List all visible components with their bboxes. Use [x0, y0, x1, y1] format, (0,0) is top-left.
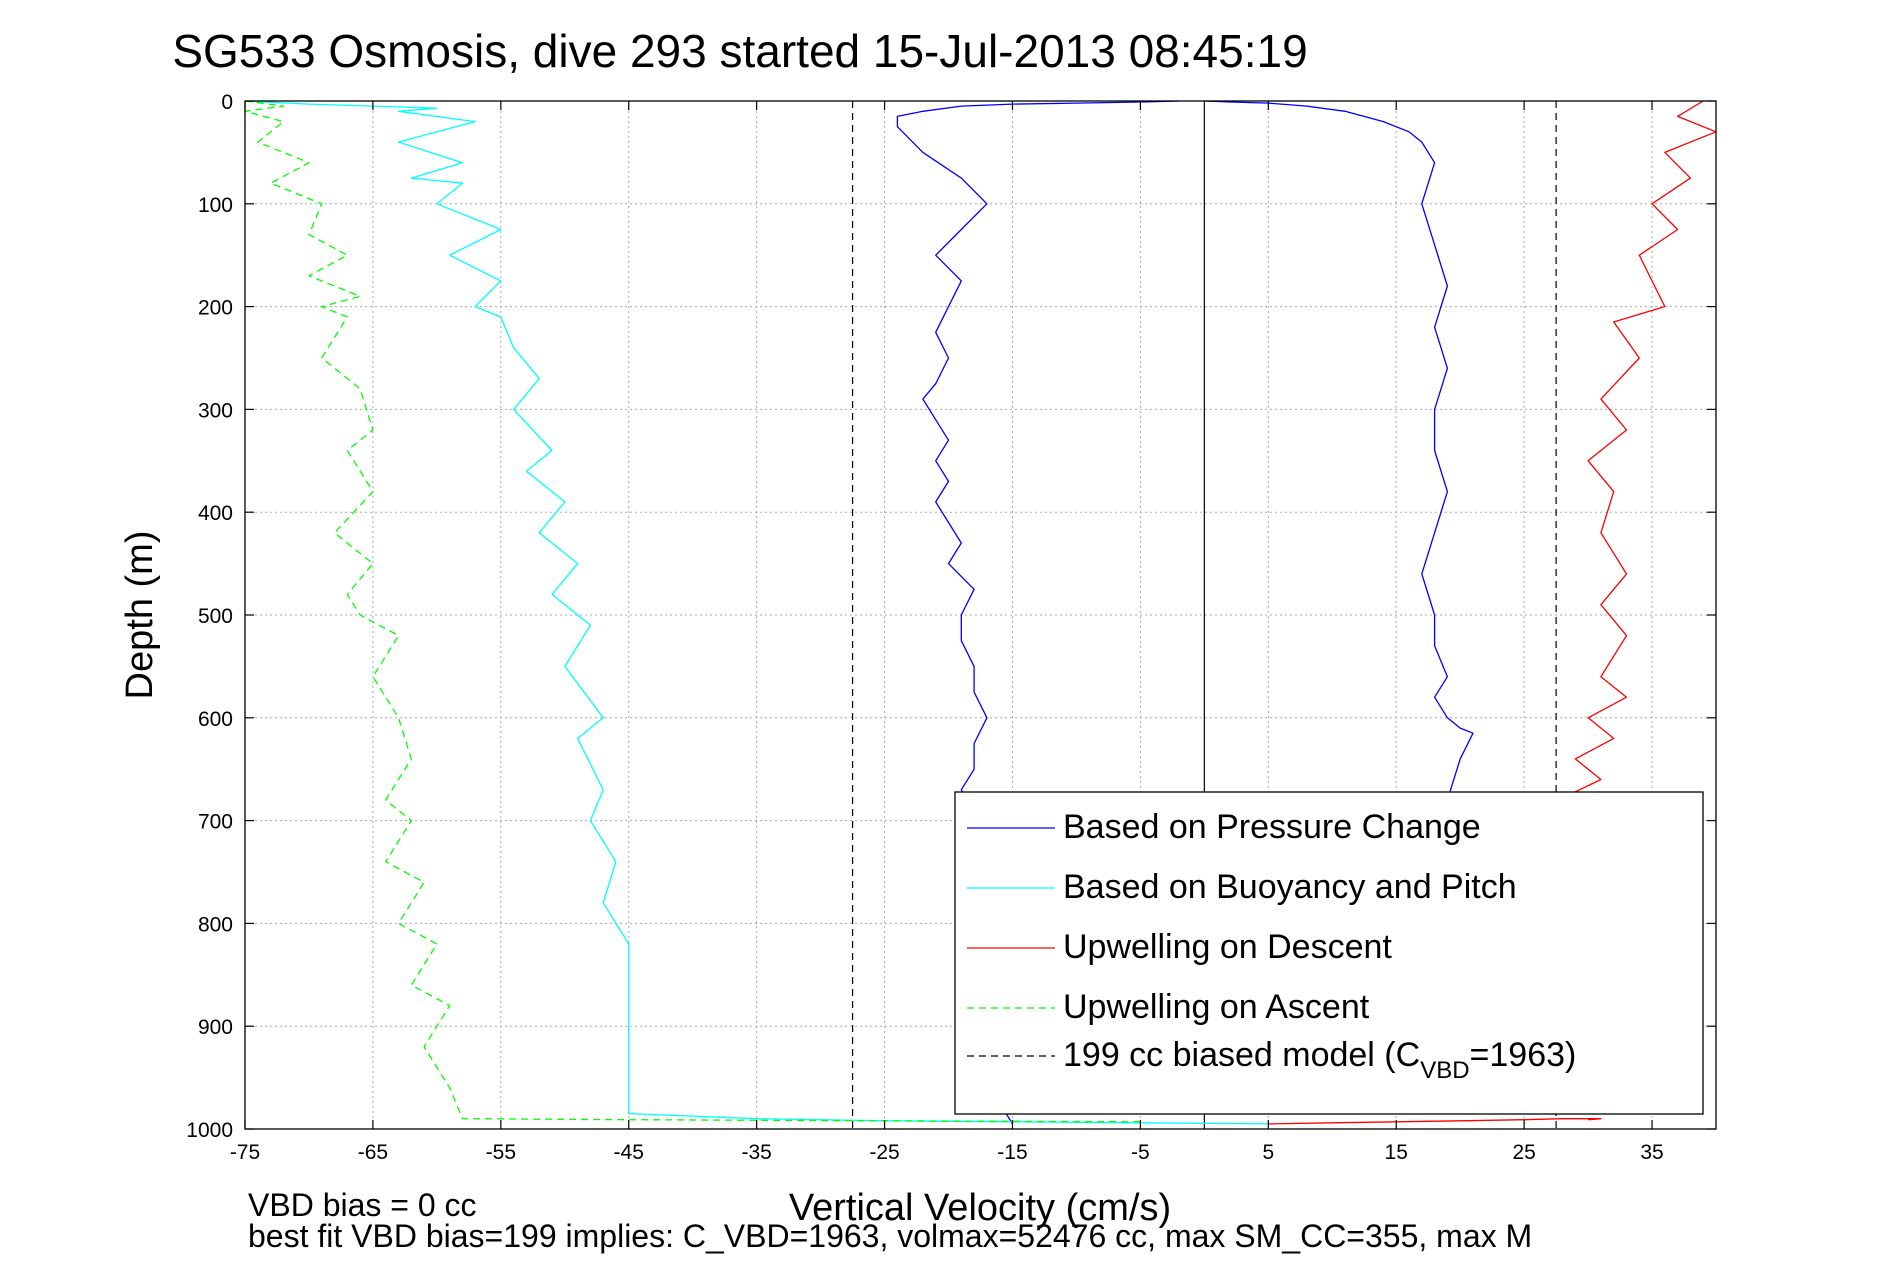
y-tick-label: 1000 — [186, 1119, 233, 1142]
series-line-upwelling-on-descent — [1268, 1118, 1602, 1125]
y-tick-label: 900 — [198, 1016, 233, 1039]
x-axis-label: Vertical Velocity (cm/s) — [789, 1187, 1171, 1229]
y-tick-label: 700 — [198, 811, 233, 834]
x-tick-label: -75 — [230, 1141, 260, 1164]
legend-label-based-on-pressure-change: Based on Pressure Change — [1063, 808, 1481, 846]
series-line-based-on-buoyancy-and-pitch — [244, 100, 1269, 1125]
legend-box — [954, 791, 1704, 1115]
x-tick-label: -5 — [1131, 1141, 1150, 1164]
legend: Based on Pressure Change Based on Buoyanc… — [954, 791, 1704, 1115]
x-tick-label: 25 — [1512, 1141, 1535, 1164]
legend-label-199-cc-biased-model-c: 199 cc biased model (CVBD=1963) — [1063, 1036, 1576, 1084]
y-tick-label: 0 — [221, 91, 233, 114]
x-tick-label: -45 — [614, 1141, 644, 1164]
vbd-bias-note: VBD bias = 0 cc — [248, 1187, 477, 1223]
chart-title: SG533 Osmosis, dive 293 started 15-Jul-2… — [172, 25, 1307, 77]
y-tick-label: 100 — [198, 194, 233, 217]
y-tick-label: 600 — [198, 708, 233, 731]
x-tick-label: 5 — [1262, 1141, 1274, 1164]
y-tick-label: 400 — [198, 502, 233, 525]
x-tick-label: -35 — [741, 1141, 771, 1164]
x-tick-label: -55 — [486, 1141, 516, 1164]
best-fit-note: best fit VBD bias=199 implies: C_VBD=196… — [248, 1218, 1532, 1254]
y-tick-label: 200 — [198, 297, 233, 320]
y-tick-label: 500 — [198, 605, 233, 628]
series-line-upwelling-on-descent — [1574, 100, 1717, 811]
x-tick-label: 15 — [1385, 1141, 1408, 1164]
legend-label-upwelling-on-ascent: Upwelling on Ascent — [1063, 988, 1370, 1026]
y-axis-label: Depth (m) — [119, 531, 161, 700]
legend-label-based-on-buoyancy-and-pitch: Based on Buoyancy and Pitch — [1063, 868, 1517, 906]
x-tick-label: -25 — [869, 1141, 899, 1164]
y-tick-label: 800 — [198, 913, 233, 936]
y-tick-label: 300 — [198, 399, 233, 422]
axis-ticks: -75 -65 -55 -45 -35 -25 -15 -5 5 15 25 350100200300… — [186, 91, 1716, 1164]
x-tick-label: 35 — [1640, 1141, 1663, 1164]
legend-label-upwelling-on-descent: Upwelling on Descent — [1063, 928, 1392, 966]
x-tick-label: -65 — [358, 1141, 388, 1164]
x-tick-label: -15 — [997, 1141, 1027, 1164]
